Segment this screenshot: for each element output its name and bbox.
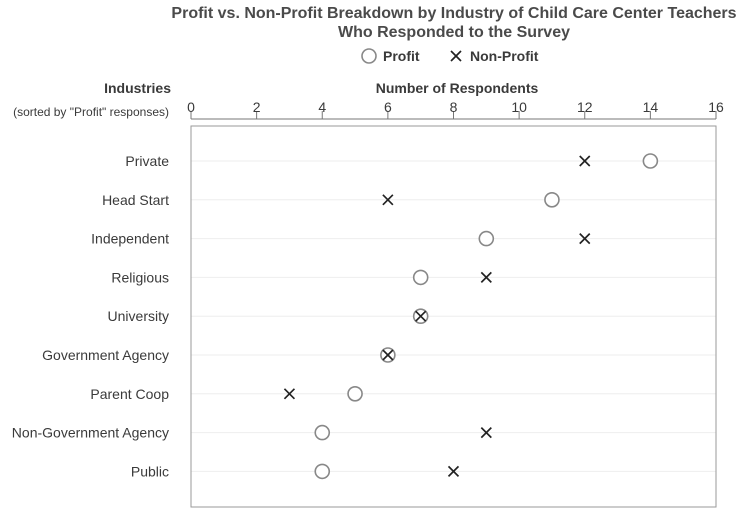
x-tick-label-6: 12 <box>577 99 593 115</box>
legend-profit-marker <box>361 48 377 64</box>
profit-point-7 <box>314 424 331 441</box>
category-label-3: Religious <box>111 269 169 285</box>
y-axis-title: Industries <box>104 80 171 96</box>
legend-non-profit-marker <box>450 50 462 62</box>
category-label-0: Private <box>125 153 169 169</box>
non-profit-point-2 <box>579 232 591 245</box>
plot-area <box>190 125 717 508</box>
x-tick-label-2: 4 <box>318 99 326 115</box>
category-label-5: Government Agency <box>42 347 169 363</box>
x-tick-label-7: 14 <box>643 99 659 115</box>
x-tick-label-8: 16 <box>708 99 724 115</box>
non-profit-point-4 <box>415 310 427 322</box>
profit-point-2 <box>478 230 495 247</box>
profit-point-8 <box>314 463 331 480</box>
legend: Profit Non-Profit <box>361 48 539 64</box>
category-label-6: Parent Coop <box>90 386 169 402</box>
profit-point-3 <box>412 269 429 286</box>
grid-lines <box>191 160 716 472</box>
y-axis-subtitle: (sorted by "Profit" responses) <box>13 105 169 119</box>
non-profit-point-7 <box>480 426 492 439</box>
chart-title-line-1: Profit vs. Non-Profit Breakdown by Indus… <box>171 5 736 22</box>
category-label-4: University <box>108 308 169 324</box>
profit-point-0 <box>642 153 659 169</box>
x-axis-title: Number of Respondents <box>376 80 539 96</box>
non-profit-point-5 <box>382 349 394 361</box>
y-axis-categories: Private Head Start Independent Religious Uni… <box>12 153 169 479</box>
x-tick-label-5: 10 <box>511 99 527 115</box>
non-profit-point-1 <box>382 194 394 206</box>
x-tick-label-4: 8 <box>450 99 458 115</box>
non-profit-point-8 <box>447 465 460 478</box>
x-axis-ticks: 0 2 4 6 8 10 12 14 16 <box>187 99 724 120</box>
profit-point-1 <box>544 192 560 208</box>
legend-profit-label: Profit <box>383 48 420 64</box>
x-tick-label-3: 6 <box>384 99 392 115</box>
x-tick-label-1: 2 <box>253 99 261 115</box>
category-label-8: Public <box>131 463 169 479</box>
category-label-1: Head Start <box>102 192 169 208</box>
data-marks <box>283 153 659 480</box>
non-profit-point-6 <box>283 388 296 400</box>
category-label-2: Independent <box>91 231 169 247</box>
profit-point-6 <box>347 385 363 402</box>
category-label-7: Non-Government Agency <box>12 425 169 441</box>
non-profit-point-3 <box>480 271 492 284</box>
legend-non-profit-label: Non-Profit <box>470 48 539 64</box>
x-tick-label-0: 0 <box>187 99 195 115</box>
chart-title-line-2: Who Responded to the Survey <box>338 24 570 41</box>
non-profit-point-0 <box>579 155 591 167</box>
